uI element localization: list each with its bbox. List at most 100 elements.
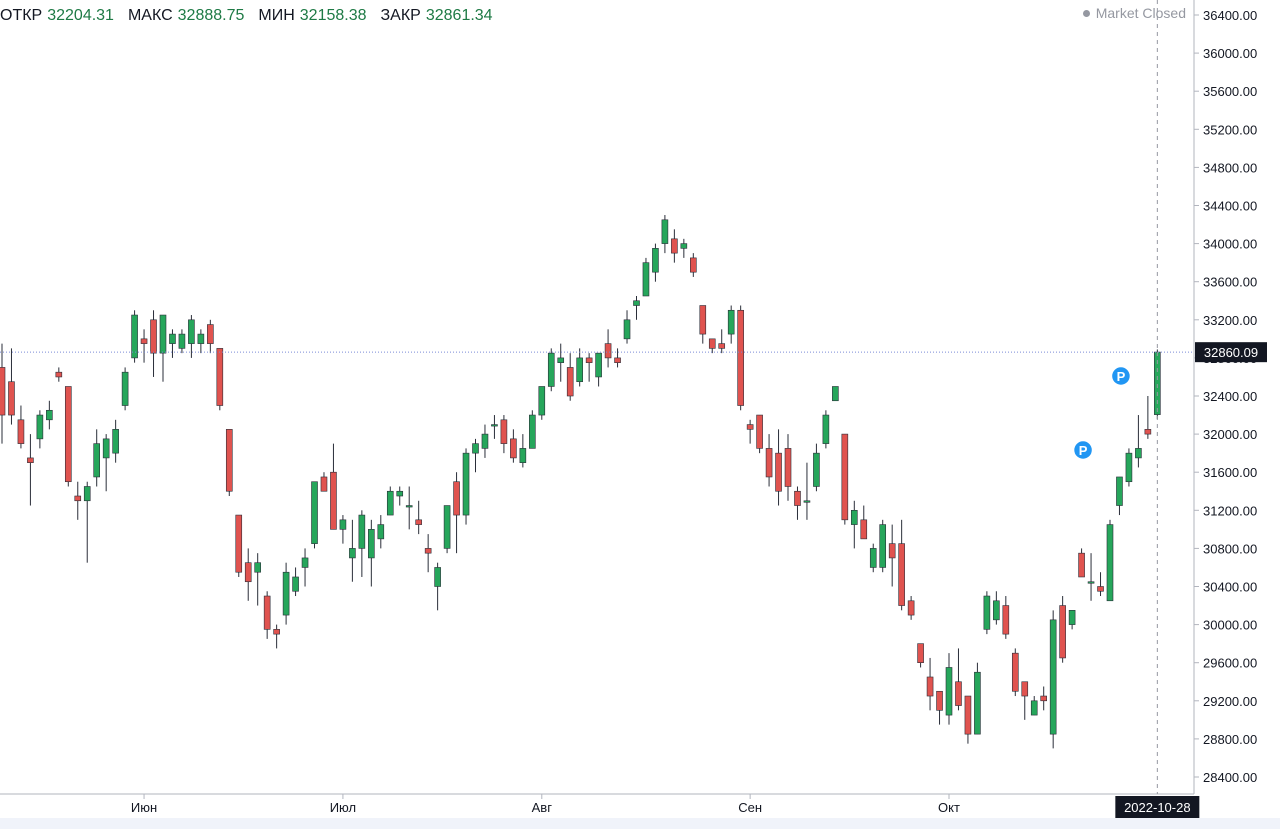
candle[interactable] <box>121 367 129 411</box>
candle[interactable] <box>225 429 233 497</box>
candle[interactable] <box>491 415 498 439</box>
candle[interactable] <box>1144 396 1152 439</box>
candle[interactable] <box>500 415 508 454</box>
candle[interactable] <box>832 386 839 402</box>
candle[interactable] <box>841 433 849 525</box>
candle[interactable] <box>197 329 205 354</box>
candle[interactable] <box>1097 572 1104 597</box>
candle[interactable] <box>917 643 924 668</box>
candle[interactable] <box>671 229 678 263</box>
candle[interactable] <box>17 405 25 449</box>
candle[interactable] <box>330 443 337 530</box>
candle[interactable] <box>803 462 811 520</box>
candle[interactable] <box>869 543 877 573</box>
candle[interactable] <box>8 348 15 425</box>
candle[interactable] <box>585 353 593 382</box>
candle[interactable] <box>472 438 479 473</box>
candle[interactable] <box>349 519 356 582</box>
candle[interactable] <box>0 343 6 444</box>
candle[interactable] <box>188 315 195 358</box>
candle[interactable] <box>405 486 413 530</box>
candle[interactable] <box>74 481 82 520</box>
candle[interactable] <box>169 329 176 358</box>
event-marker[interactable]: P <box>1072 439 1094 461</box>
candle[interactable] <box>424 534 432 573</box>
candle[interactable] <box>1030 696 1038 716</box>
candle[interactable] <box>263 591 271 639</box>
candle[interactable] <box>140 329 148 363</box>
candle[interactable] <box>481 424 489 458</box>
candle[interactable] <box>434 562 441 611</box>
candle[interactable] <box>358 510 366 577</box>
candle[interactable] <box>235 514 243 577</box>
candle[interactable] <box>708 338 716 354</box>
candle[interactable] <box>273 624 280 649</box>
candle[interactable] <box>964 695 972 744</box>
candle[interactable] <box>699 305 707 344</box>
candle[interactable] <box>756 414 763 454</box>
candle[interactable] <box>1059 596 1066 663</box>
candle[interactable] <box>860 505 868 540</box>
candle[interactable] <box>907 596 915 620</box>
candle[interactable] <box>102 434 110 492</box>
candle[interactable] <box>680 238 688 258</box>
candle[interactable] <box>604 329 612 368</box>
candle[interactable] <box>377 515 385 549</box>
candle[interactable] <box>254 553 261 606</box>
event-marker[interactable]: P <box>1110 365 1132 387</box>
candle[interactable] <box>519 434 527 468</box>
candle[interactable] <box>55 367 63 382</box>
candle[interactable] <box>282 562 290 625</box>
candle[interactable] <box>813 443 820 492</box>
candle[interactable] <box>83 481 91 563</box>
candle[interactable] <box>538 386 546 420</box>
candle[interactable] <box>320 472 328 492</box>
candle[interactable] <box>898 519 905 611</box>
candle[interactable] <box>112 419 119 463</box>
candle[interactable] <box>974 662 981 735</box>
candle[interactable] <box>1106 519 1114 602</box>
candle[interactable] <box>27 434 34 506</box>
candle[interactable] <box>718 329 726 354</box>
candle[interactable] <box>301 548 309 587</box>
candle[interactable] <box>614 348 621 368</box>
candle[interactable] <box>737 305 744 411</box>
candle[interactable] <box>46 400 53 430</box>
candle[interactable] <box>822 410 830 449</box>
candle[interactable] <box>993 591 1000 625</box>
candle[interactable] <box>368 519 375 587</box>
candle[interactable] <box>207 319 214 354</box>
candle[interactable] <box>1078 548 1085 578</box>
candle[interactable] <box>462 448 470 525</box>
candle[interactable] <box>661 215 669 254</box>
candle[interactable] <box>633 295 640 320</box>
candle[interactable] <box>547 348 555 392</box>
candle[interactable] <box>926 657 934 711</box>
candle[interactable] <box>529 410 536 449</box>
candle[interactable] <box>652 243 659 282</box>
candle[interactable] <box>794 486 801 520</box>
candle[interactable] <box>64 386 72 487</box>
candle[interactable] <box>36 410 44 449</box>
candle[interactable] <box>1135 415 1142 468</box>
candle[interactable] <box>1125 448 1133 487</box>
candle[interactable] <box>576 348 583 387</box>
candle[interactable] <box>1068 610 1076 630</box>
candle[interactable] <box>879 519 887 573</box>
candle[interactable] <box>386 486 394 516</box>
candle[interactable] <box>150 310 157 377</box>
candle[interactable] <box>727 305 735 344</box>
candle[interactable] <box>292 567 299 597</box>
candle[interactable] <box>131 310 138 363</box>
candle[interactable] <box>945 653 953 725</box>
candle[interactable] <box>453 472 460 554</box>
candle[interactable] <box>510 429 517 463</box>
candle[interactable] <box>159 314 167 382</box>
candle[interactable] <box>311 481 318 549</box>
candle[interactable] <box>623 310 631 344</box>
candle[interactable] <box>415 500 422 535</box>
candle[interactable] <box>936 690 943 725</box>
candle[interactable] <box>595 352 602 387</box>
